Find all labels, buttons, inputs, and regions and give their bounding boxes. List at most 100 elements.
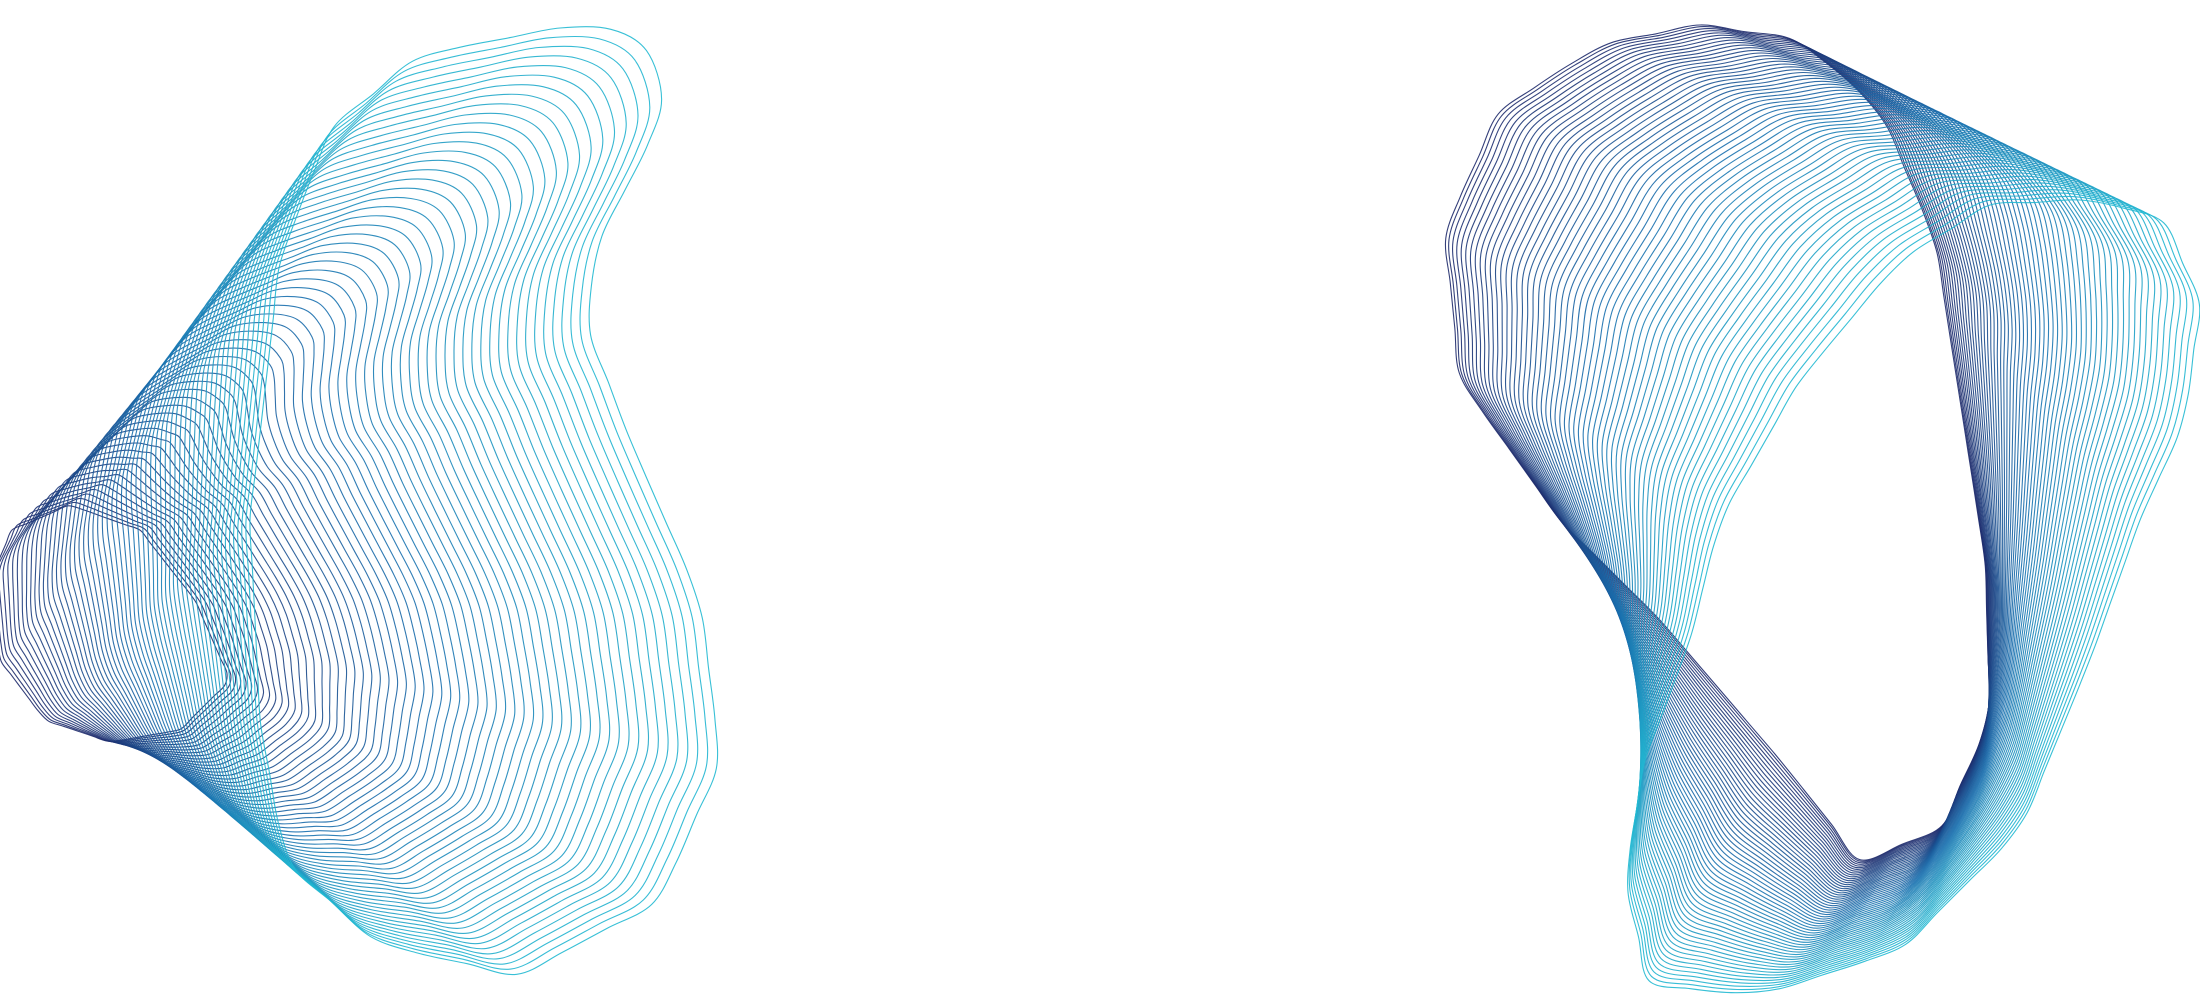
wave-line [47,435,303,770]
wave-line [208,122,620,924]
wave-line [1639,152,2114,956]
wave-line [83,372,364,798]
wave-line [1634,182,2168,979]
wave-line [228,74,669,950]
wave-line [237,55,689,960]
wave-line [1549,83,2013,904]
wave-line [73,388,348,791]
wave-line [180,187,553,889]
wave-line [224,84,659,945]
wave-line [111,321,416,821]
wave-line [120,304,434,829]
wave-line [241,45,699,965]
wave-line [1456,30,1990,865]
wave-line [159,233,507,865]
wave-line [42,442,296,766]
wave-line [1592,111,2050,925]
wave-line [1540,77,2006,900]
wave-line [1559,89,2021,909]
wave-line [216,103,640,935]
wave-line [0,497,237,743]
wave-line [1637,175,2156,973]
wave-line [1633,139,2092,946]
left-wireframe-wave [0,26,719,976]
wave-line [1606,120,2063,932]
wave-line [204,131,611,919]
wave-line [92,355,381,806]
wave-line [1469,37,1991,870]
wave-line [184,178,563,894]
wave-line [1474,39,1992,872]
wave-line [1536,74,2004,898]
wave-line [1484,44,1993,876]
wave-line [97,347,390,809]
wave-line [0,505,228,742]
wave-line [1527,69,2001,894]
wave-line [1545,80,2009,902]
wave-line [1620,129,2078,939]
wave-line [1500,52,1996,882]
wave-line [1522,66,2000,892]
wave-line [1637,142,2098,948]
wave-line [220,93,650,940]
wave-line [168,215,525,875]
wave-line [60,412,324,780]
wave-line [87,364,373,802]
wave-line [1563,92,2025,911]
wave-line [1615,126,2073,936]
wave-line [130,287,452,837]
right-wireframe-wave [1444,24,2200,994]
wave-line [154,242,497,860]
wave-line [1531,71,2003,896]
wave-line [249,26,719,976]
wave-line [1624,133,2082,941]
wave-line [51,427,310,773]
wave-line [1582,104,2041,920]
wave-line [1635,179,2162,976]
wave-line [1610,123,2068,934]
wave-line [176,196,544,885]
wave-line [1518,63,1999,890]
wave-line [16,479,259,748]
wave-line [1444,24,1991,861]
wave-line [1631,189,2181,984]
wave-line [1573,98,2033,916]
wave-line [1465,34,1990,869]
wave-line [1596,114,2054,927]
wave-line [106,330,407,817]
wave-line [125,295,443,833]
wave-line [1505,55,1997,884]
wave-line [196,150,592,909]
wave-line [200,141,601,914]
wave-line [1638,146,2103,951]
wave-line [1638,172,2149,971]
wave-line [1587,107,2045,922]
wave-line [1639,169,2143,968]
wave-line [1568,95,2029,913]
wave-line [1640,165,2137,966]
wave-line [69,396,339,787]
wave-line [1554,86,2017,907]
wave-line [150,251,488,856]
wave-line [1448,26,1991,862]
wave-line [1630,192,2188,987]
wave-line [1577,101,2037,918]
wave-line [233,64,679,955]
wave-line [1627,199,2200,994]
wave-line [1628,195,2194,991]
wave-line [192,159,582,904]
wave-line [1629,136,2087,943]
wave-line [116,313,425,825]
wave-line [164,224,516,870]
wave-line [1479,42,1992,874]
wave-line [1639,155,2119,958]
wave-line [245,35,709,970]
wave-line [1633,185,2175,982]
wave-line [1513,60,1998,888]
wave-line [1509,57,1997,886]
wave-line [1640,162,2131,963]
wave-line [212,112,630,929]
wave-line [1494,49,1995,880]
